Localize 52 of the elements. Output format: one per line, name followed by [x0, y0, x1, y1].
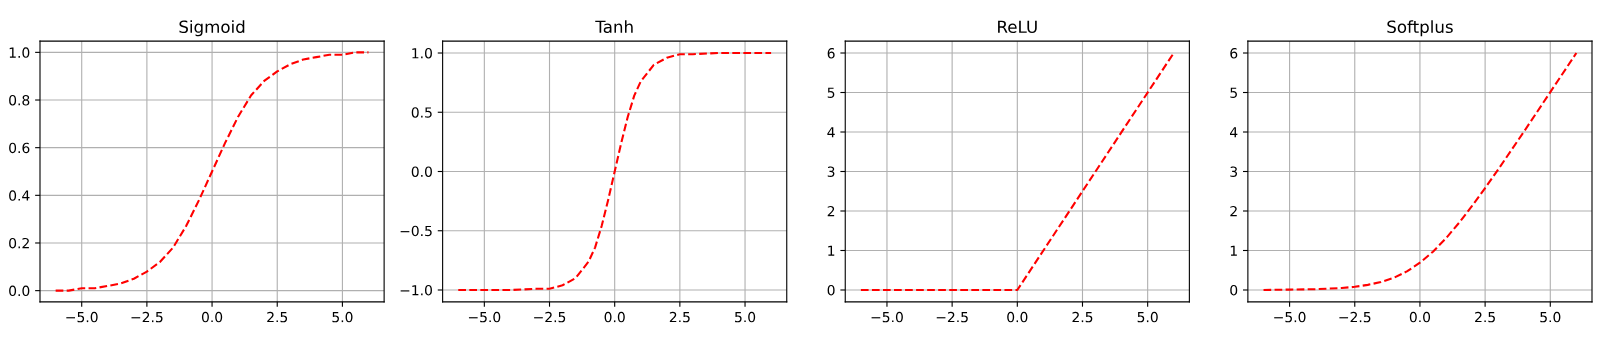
- line-series: [1262, 51, 1578, 292]
- y-tick-label: −0.5: [400, 225, 432, 237]
- y-tick-label: 0.4: [9, 190, 30, 201]
- x-tick-label: −5.0: [871, 311, 903, 323]
- y-tick-label: 0.0: [9, 285, 30, 297]
- x-tick-label: −2.5: [131, 311, 163, 323]
- x-tick-label: 0.0: [1409, 311, 1431, 323]
- x-tick-label: −5.0: [66, 311, 98, 323]
- chart-title: Softplus: [1387, 20, 1453, 37]
- y-tick-label: 0: [1230, 284, 1238, 296]
- line-series: [54, 51, 370, 292]
- chart-title: Sigmoid: [179, 20, 245, 37]
- y-tick-label: 6: [1230, 47, 1238, 59]
- x-tick-label: 2.5: [1072, 311, 1093, 323]
- y-tick-label: 3: [1230, 166, 1238, 177]
- y-tick-label: 1.0: [9, 47, 30, 58]
- chart-title: Tanh: [595, 20, 633, 34]
- y-tick-label: 0.2: [9, 237, 29, 249]
- y-tick-label: 0.0: [411, 166, 432, 177]
- y-tick-label: 3: [827, 166, 835, 177]
- y-tick-label: 4: [827, 127, 835, 138]
- y-tick-label: 6: [827, 47, 835, 59]
- x-tick-label: 5.0: [1137, 311, 1158, 323]
- y-tick-label: 0: [827, 284, 835, 296]
- y-tick-label: 2: [1230, 205, 1237, 217]
- y-tick-label: 2: [827, 205, 835, 217]
- x-tick-label: 5.0: [1540, 311, 1561, 323]
- chart-title: ReLU: [998, 20, 1037, 34]
- x-tick-label: −2.5: [936, 311, 968, 323]
- x-tick-label: 0.0: [604, 311, 625, 323]
- y-tick-label: 0.6: [9, 142, 30, 154]
- x-tick-label: −5.0: [468, 311, 501, 323]
- y-tick-label: 1.0: [412, 47, 432, 59]
- x-tick-label: 0.0: [201, 311, 223, 323]
- x-tick-label: 2.5: [1475, 311, 1495, 323]
- x-tick-label: −2.5: [1339, 311, 1371, 323]
- x-tick-label: 5.0: [332, 311, 353, 323]
- y-tick-label: 1: [1230, 245, 1237, 256]
- y-tick-label: 5: [1230, 87, 1237, 98]
- line-series: [457, 51, 773, 292]
- y-tick-label: 4: [1230, 127, 1238, 138]
- y-tick-label: 1: [828, 245, 835, 256]
- x-tick-label: 2.5: [669, 311, 690, 323]
- y-tick-label: 0.8: [9, 94, 30, 106]
- x-tick-label: 5.0: [735, 311, 756, 323]
- y-tick-label: −1.0: [400, 284, 432, 296]
- x-tick-label: 0.0: [1007, 311, 1028, 323]
- x-tick-label: 2.5: [267, 311, 288, 323]
- y-tick-label: 0.5: [411, 107, 432, 118]
- x-tick-label: −5.0: [1274, 311, 1306, 323]
- x-tick-label: −2.5: [534, 311, 566, 323]
- y-tick-label: 5: [827, 87, 835, 98]
